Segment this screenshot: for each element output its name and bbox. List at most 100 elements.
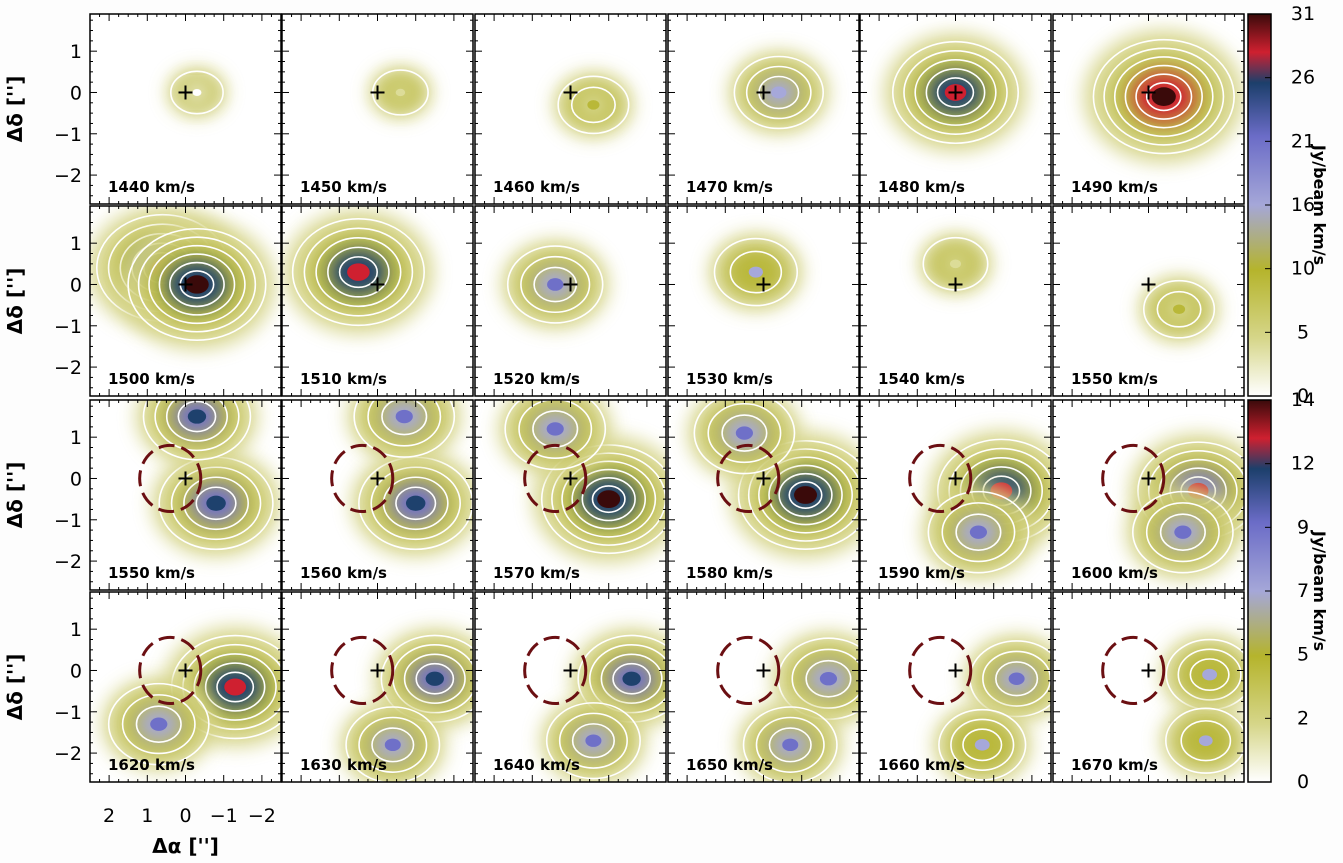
contour-line xyxy=(571,723,615,759)
y-tick-label: 1 xyxy=(70,41,82,63)
contour-line xyxy=(936,77,975,108)
ring-dashed xyxy=(138,443,203,514)
contour-line xyxy=(742,706,838,782)
velocity-label: 1510 km/s xyxy=(300,370,387,388)
colorbar-tick-label: 12 xyxy=(1291,453,1315,475)
contour-line xyxy=(1103,47,1225,146)
contour-line xyxy=(778,472,833,518)
colorbar-tick-label: 14 xyxy=(1291,389,1315,411)
contour-line xyxy=(195,486,237,521)
emission-peak xyxy=(819,672,838,686)
x-tick-label: −1 xyxy=(210,805,238,827)
channel-panel: 1480 km/s xyxy=(859,13,1052,205)
contour-line xyxy=(914,59,997,126)
emission-peak xyxy=(782,738,799,752)
channel-panel: 1540 km/s xyxy=(859,205,1052,397)
emission-peak xyxy=(185,275,209,294)
contour-line xyxy=(381,400,428,436)
ring-dashed xyxy=(1101,443,1166,514)
contour-line xyxy=(591,485,626,514)
emission-peak xyxy=(969,525,988,539)
ring-dashed xyxy=(330,635,395,706)
contour-line xyxy=(791,648,859,709)
contour-line xyxy=(177,400,217,433)
colorbar-tick-label: 0 xyxy=(1297,771,1309,793)
contour-line xyxy=(955,513,1002,551)
contour-line xyxy=(737,439,859,551)
channel-panel: 1440 km/s xyxy=(89,13,282,205)
channel-panel: 1640 km/s xyxy=(474,591,667,783)
y-tick-label: 1 xyxy=(70,619,82,641)
x-axis-label: Δα [''] xyxy=(152,834,219,858)
contour-line xyxy=(403,653,466,705)
contour-line xyxy=(995,661,1039,697)
channel-panel: 1470 km/s xyxy=(667,13,860,205)
colorbar-tick-label: 21 xyxy=(1291,130,1315,152)
x-tick-label: −2 xyxy=(248,805,276,827)
channel-panel: 1590 km/s xyxy=(859,399,1052,591)
contour-line xyxy=(158,253,236,316)
colorbar-label: Jy/beam km/s xyxy=(1310,530,1329,651)
y-tick-label: 1 xyxy=(70,427,82,449)
contour-line xyxy=(520,255,591,314)
contour-line xyxy=(962,728,1003,762)
contour-line xyxy=(925,68,986,117)
panels-layer: 1440 km/s 1450 km/s 1460 km/s 1470 km/s 1480… xyxy=(89,13,1245,783)
contour-line xyxy=(353,400,456,458)
contour-line xyxy=(557,75,630,135)
contour-line xyxy=(570,86,616,124)
channel-panel: 1530 km/s xyxy=(667,205,860,397)
emission-peak xyxy=(347,263,370,281)
contour-line xyxy=(612,662,652,695)
ring-dashed xyxy=(523,635,588,706)
velocity-label: 1550 km/s xyxy=(108,564,195,582)
contour-line xyxy=(1124,64,1203,129)
contour-line xyxy=(148,244,246,325)
contour-line xyxy=(135,705,182,743)
contour-line xyxy=(713,237,799,307)
ring-dashed xyxy=(523,443,588,514)
y-tick-label: −1 xyxy=(54,702,82,724)
velocity-label: 1500 km/s xyxy=(108,370,195,388)
emission-peak xyxy=(974,739,990,751)
y-tick-label: 0 xyxy=(70,82,82,104)
ring-dashed xyxy=(908,443,973,514)
contour-line xyxy=(745,65,812,120)
contour-line xyxy=(137,236,257,333)
contour-line xyxy=(395,486,437,521)
velocity-label: 1600 km/s xyxy=(1071,564,1158,582)
contour-line xyxy=(1156,290,1202,328)
contour-line xyxy=(345,706,441,782)
y-tick-label: 0 xyxy=(70,660,82,682)
ring-dashed xyxy=(716,635,781,706)
contour-line xyxy=(788,481,823,509)
channel-panel: 1570 km/s xyxy=(474,399,667,591)
axes-layer: 1 0 −1 −2 Δδ [''] 1 0 −1 −2 Δδ [''] 1 0 −1 −2 Δδ [''] 1… xyxy=(3,41,276,858)
contour-line xyxy=(367,400,442,447)
y-tick-label: −2 xyxy=(54,551,82,573)
colorbar-tick-label: 9 xyxy=(1297,516,1309,538)
emission-peak xyxy=(735,426,753,440)
contour-line xyxy=(338,256,378,289)
contour-line xyxy=(729,250,783,294)
contour-line xyxy=(927,490,1030,574)
channel-panel: 1450 km/s xyxy=(281,13,474,205)
velocity-label: 1620 km/s xyxy=(108,756,195,774)
contour-line xyxy=(358,716,428,773)
contour-line xyxy=(532,410,579,448)
contour-line xyxy=(571,468,647,530)
y-tick-label: −1 xyxy=(54,316,82,338)
contour-line xyxy=(581,476,636,522)
contour-line xyxy=(1131,490,1234,574)
velocity-label: 1580 km/s xyxy=(686,564,773,582)
contour-line xyxy=(216,671,255,703)
ring-dashed xyxy=(716,443,781,514)
emission-peak xyxy=(1198,735,1213,747)
contour-line xyxy=(1113,56,1214,138)
contour-line xyxy=(1177,648,1242,701)
colorbar-tick-label: 5 xyxy=(1297,321,1309,343)
contour-line xyxy=(768,727,812,763)
x-tick-label: 0 xyxy=(179,805,191,827)
contour-line xyxy=(370,466,461,541)
channel-panel: 1520 km/s xyxy=(474,205,667,397)
